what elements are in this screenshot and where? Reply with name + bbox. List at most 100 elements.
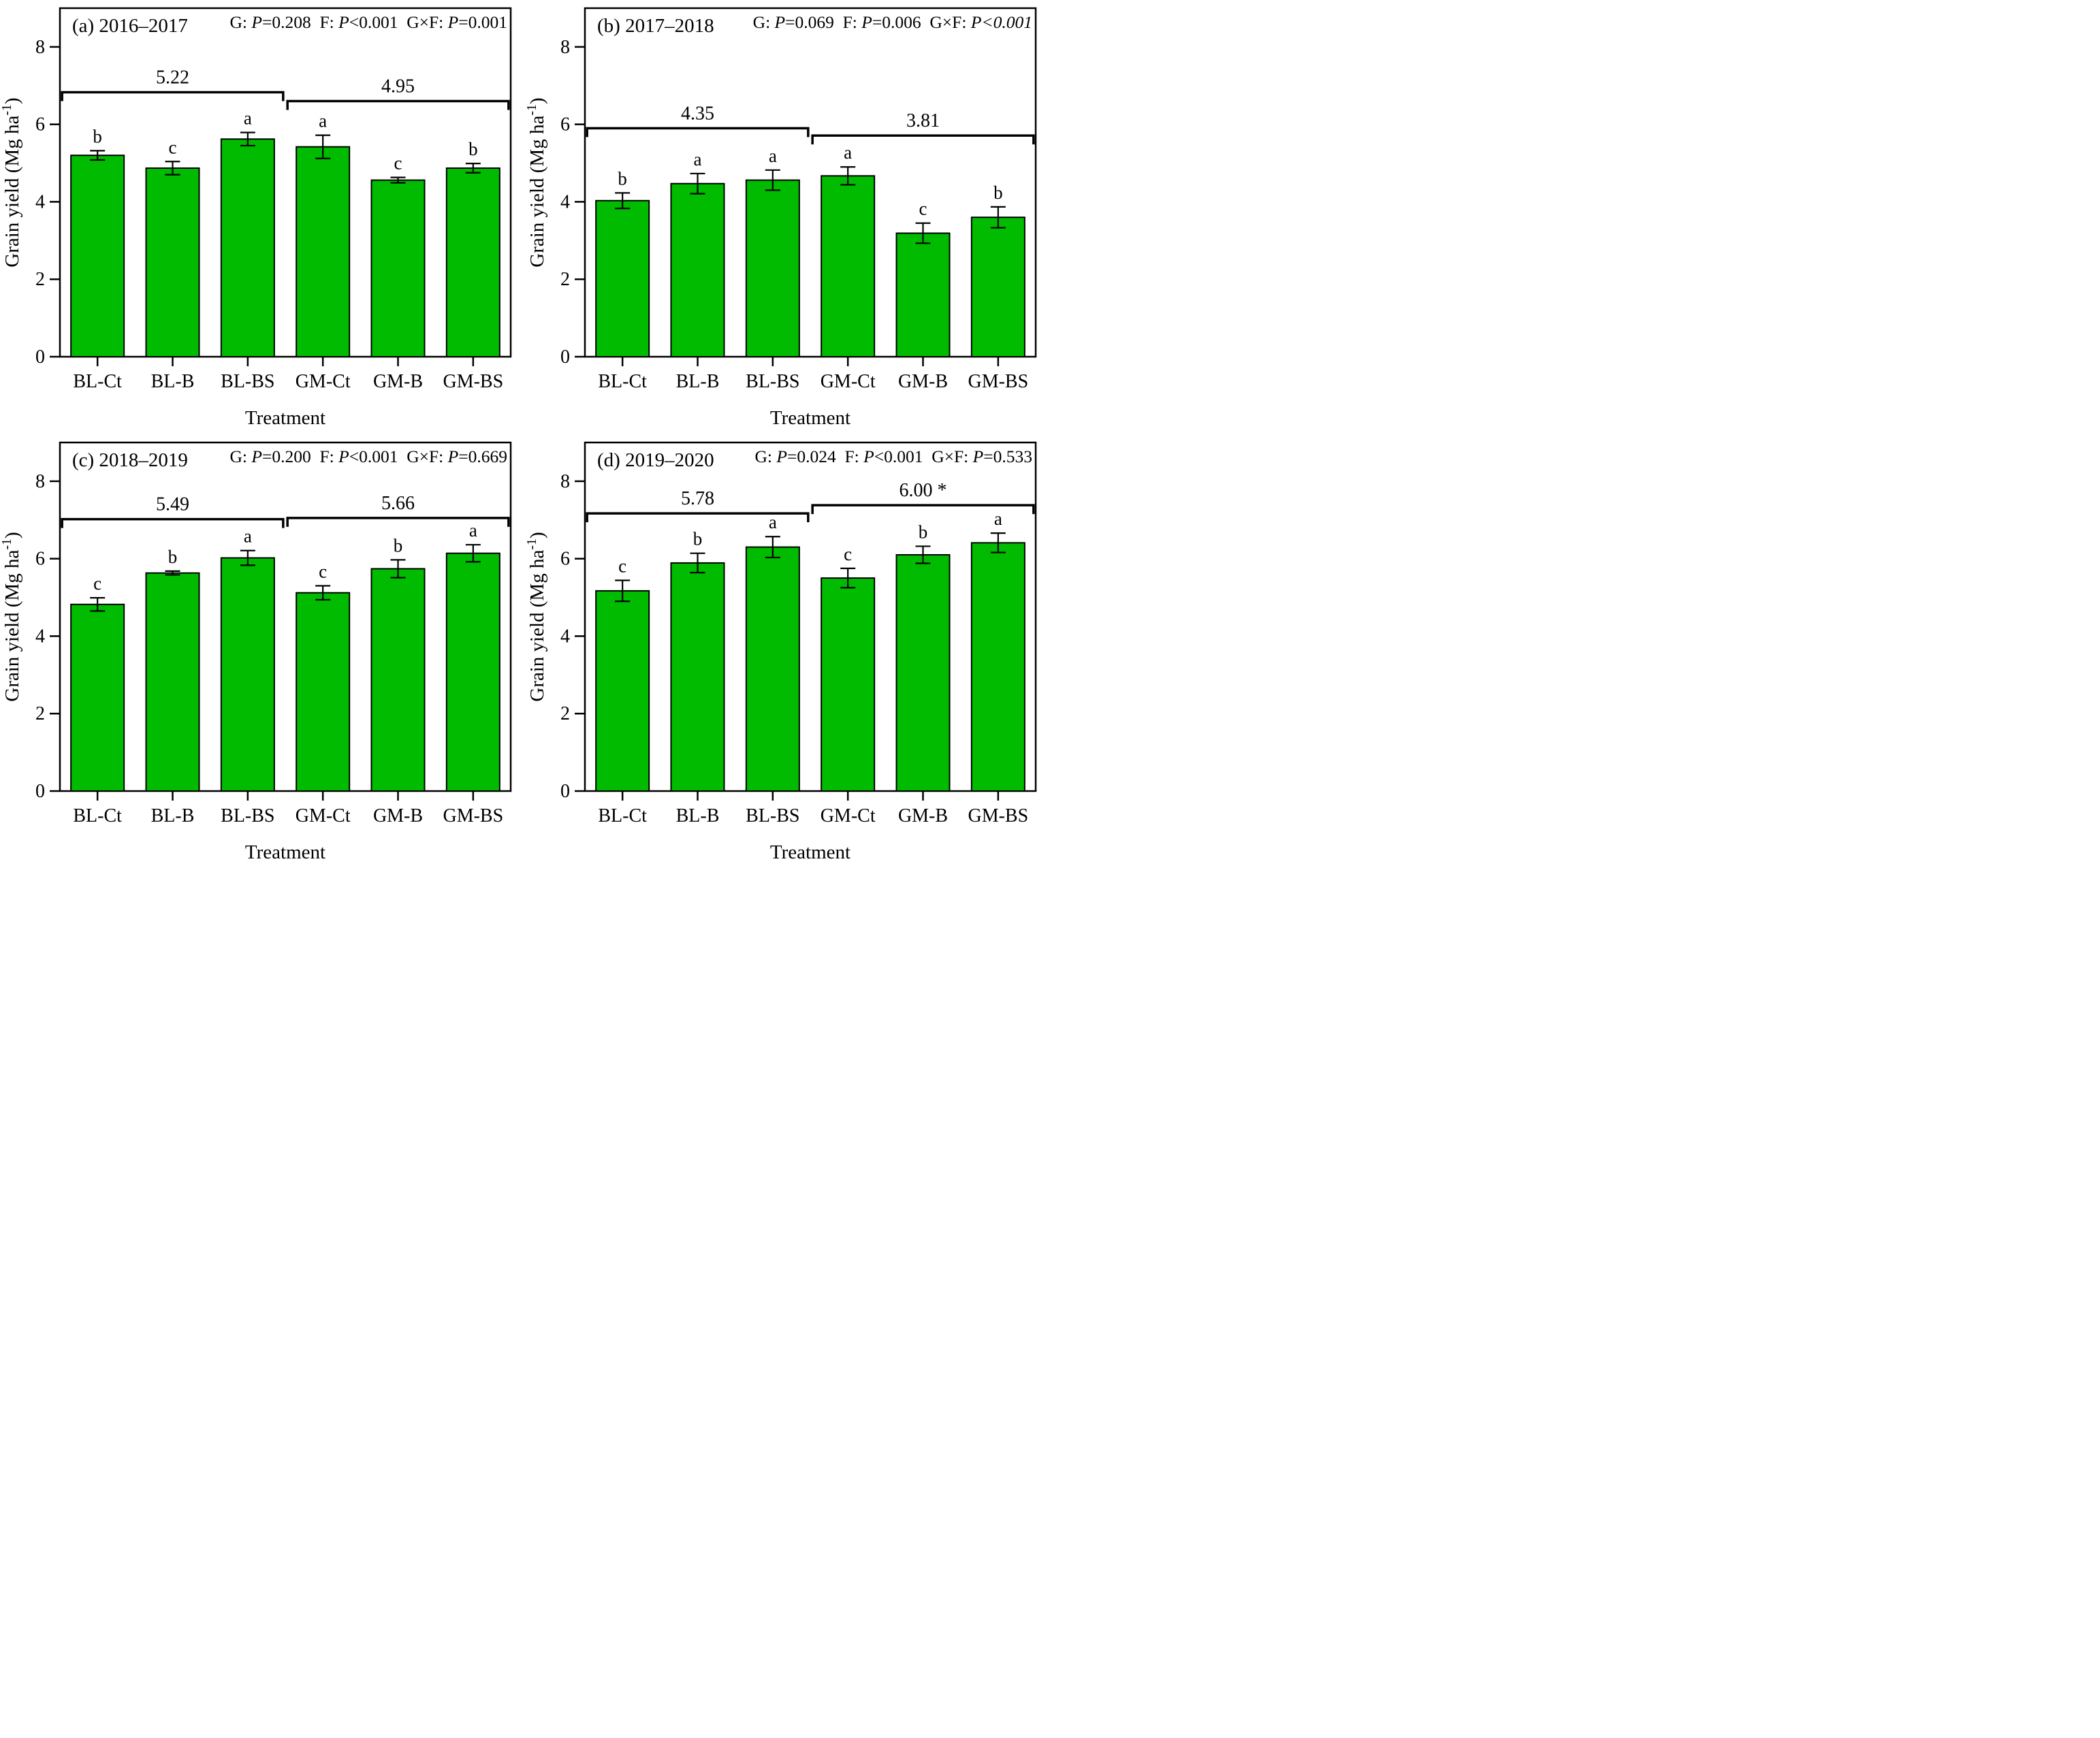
bar [670, 562, 725, 792]
axis-frame [584, 441, 1037, 792]
x-tick-label: GM-BS [968, 805, 1028, 826]
bar [595, 199, 650, 357]
panel-b: 0 2 4 6 8 b BL-Ct a BL-B a BL-BS a GM-Ct c GM-B b GM-BS 4… [525, 0, 1050, 434]
bar [70, 155, 125, 358]
y-axis-tick-label: 8 [560, 471, 570, 492]
bar [595, 590, 650, 792]
bracket-label: 5.22 [156, 67, 189, 88]
significance-letter: b [618, 168, 627, 189]
significance-letter: c [93, 573, 101, 594]
stats-text: G: P=0.200 F: P<0.001 G×F: P=0.669 [229, 447, 507, 466]
significance-letter: b [919, 521, 928, 542]
x-tick-label: GM-Ct [296, 371, 351, 392]
x-tick-label: GM-BS [443, 805, 503, 826]
significance-letter: a [319, 111, 327, 131]
bar [220, 138, 275, 357]
bracket-label: 6.00 * [900, 480, 947, 501]
significance-letter: c [394, 153, 402, 174]
significance-letter: a [769, 146, 777, 166]
panel-a: 0 2 4 6 8 b BL-Ct c BL-B a BL-BS a GM-Ct c GM-B b GM-BS 5… [0, 0, 525, 434]
bracket-label: 5.49 [156, 494, 189, 515]
y-axis-tick-label: 0 [35, 347, 45, 368]
significance-letter: b [394, 535, 403, 556]
group-bracket [586, 127, 810, 138]
significance-letter: a [244, 526, 252, 547]
significance-letter: c [319, 561, 327, 581]
bar [445, 552, 500, 792]
x-tick-label: GM-BS [968, 371, 1028, 392]
significance-letter: b [168, 547, 178, 567]
x-tick-label: BL-BS [746, 805, 799, 826]
x-tick-label: GM-Ct [296, 805, 351, 826]
bar [145, 167, 200, 357]
bracket-label: 4.95 [381, 76, 415, 97]
axis-frame [59, 7, 512, 358]
panel-c: 0 2 4 6 8 c BL-Ct b BL-B a BL-BS c GM-Ct b GM-B a GM-BS 5… [0, 434, 525, 869]
group-bracket [811, 504, 1035, 515]
stats-text: G: P=0.208 F: P<0.001 G×F: P=0.001 [229, 12, 507, 32]
x-tick-label: BL-B [151, 371, 195, 392]
y-axis-tick-label: 2 [560, 269, 570, 290]
x-tick-label: BL-Ct [73, 805, 122, 826]
y-axis-tick-label: 8 [35, 37, 45, 58]
bar [220, 557, 275, 792]
significance-letter: c [618, 556, 626, 577]
significance-letter: b [693, 529, 703, 549]
bar [445, 167, 500, 357]
x-tick-label: GM-Ct [821, 805, 876, 826]
panel-title: (a) 2016–2017 [72, 15, 188, 37]
panel-title: (b) 2017–2018 [597, 15, 714, 37]
y-axis-tick-label: 6 [35, 549, 45, 570]
bar [70, 603, 125, 792]
y-axis-tick-label: 6 [35, 114, 45, 135]
bracket-label: 4.35 [681, 103, 714, 124]
y-axis-title: Grain yield (Mg ha-1) [525, 532, 548, 701]
bracket-label: 3.81 [906, 110, 940, 131]
panel-d: 0 2 4 6 8 c BL-Ct b BL-B a BL-BS c GM-Ct b GM-B a GM-BS 5… [525, 434, 1050, 869]
bar [145, 572, 200, 792]
y-axis-tick-label: 0 [560, 347, 570, 368]
panel-d-chart: 0 2 4 6 8 c BL-Ct b BL-B a BL-BS c GM-Ct b GM-B a GM-BS 5… [525, 441, 1037, 863]
y-axis-tick-label: 4 [560, 626, 570, 647]
group-bracket [61, 517, 285, 528]
y-axis-title: Grain yield (Mg ha-1) [0, 97, 23, 267]
bar [895, 553, 951, 792]
bar [370, 568, 426, 792]
bar [970, 542, 1025, 792]
bar [970, 216, 1025, 358]
significance-letter: a [694, 149, 702, 170]
x-tick-label: GM-BS [443, 371, 503, 392]
y-axis-tick-label: 4 [560, 191, 570, 212]
bracket-label: 5.78 [681, 488, 714, 509]
bar [821, 175, 876, 357]
significance-letter: c [919, 199, 927, 219]
y-axis-tick-label: 4 [35, 626, 45, 647]
bar [745, 546, 800, 792]
x-tick-label: GM-Ct [821, 371, 876, 392]
x-tick-label: BL-BS [221, 805, 274, 826]
bar [296, 146, 351, 357]
x-tick-label: BL-B [676, 805, 720, 826]
y-axis-tick-label: 6 [560, 549, 570, 570]
y-axis-tick-label: 2 [560, 703, 570, 724]
significance-letter: c [169, 137, 177, 157]
figure-grid: 0 2 4 6 8 b BL-Ct c BL-B a BL-BS a GM-Ct c GM-B b GM-BS 5… [0, 0, 1050, 869]
x-tick-label: BL-Ct [598, 371, 647, 392]
x-axis-title: Treatment [245, 841, 325, 863]
panel-c-chart: 0 2 4 6 8 c BL-Ct b BL-B a BL-BS c GM-Ct b GM-B a GM-BS 5… [0, 441, 512, 863]
x-tick-label: GM-B [898, 371, 948, 392]
x-tick-label: BL-B [151, 805, 195, 826]
y-axis-tick-label: 2 [35, 269, 45, 290]
panel-title: (d) 2019–2020 [597, 449, 714, 471]
y-axis-title: Grain yield (Mg ha-1) [525, 97, 548, 267]
x-axis-title: Treatment [770, 407, 850, 429]
x-axis-title: Treatment [245, 407, 325, 429]
group-bracket [586, 512, 810, 523]
x-tick-label: BL-BS [746, 371, 799, 392]
y-axis-tick-label: 8 [35, 471, 45, 492]
significance-letter: a [244, 108, 252, 129]
bar [745, 179, 800, 357]
x-tick-label: GM-B [898, 805, 948, 826]
y-axis-tick-label: 2 [35, 703, 45, 724]
group-bracket [61, 91, 285, 101]
